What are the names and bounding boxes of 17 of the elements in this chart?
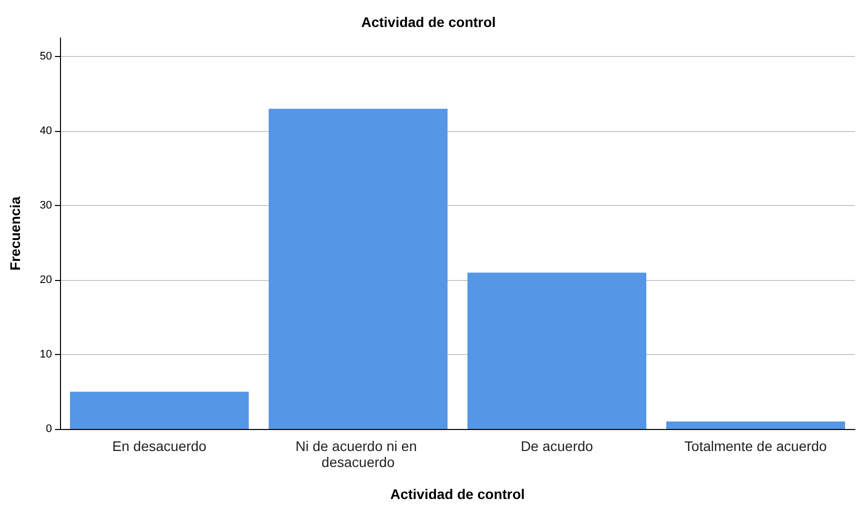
bar <box>467 272 646 429</box>
y-tick-label: 50 <box>40 50 52 63</box>
y-tick-label: 40 <box>40 125 52 138</box>
x-tick-label: De acuerdo <box>520 438 594 454</box>
y-tick-label: 20 <box>40 274 52 286</box>
x-tick-label: Totalmente de acuerdo <box>684 438 828 454</box>
y-axis-title: Frecuencia <box>7 196 23 270</box>
y-tick-label: 30 <box>40 200 52 212</box>
bar <box>268 108 448 429</box>
chart-title: Actividad de control <box>361 14 496 30</box>
x-tick-label: Ni de acuerdo ni en desacuerdo <box>295 438 421 470</box>
bar <box>666 422 846 429</box>
x-axis-title: Actividad de control <box>390 486 525 502</box>
bar <box>70 392 249 429</box>
y-tick-label: 0 <box>46 423 52 435</box>
x-tick-label: En desacuerdo <box>112 438 207 454</box>
y-tick-label: 10 <box>40 348 52 361</box>
